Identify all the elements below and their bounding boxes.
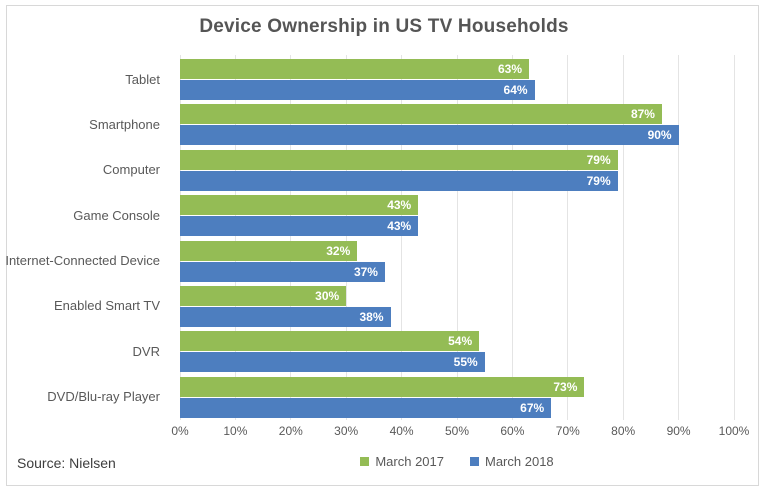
gridline bbox=[290, 55, 292, 420]
bar-segment: 43% bbox=[180, 216, 419, 237]
category-label: Computer bbox=[102, 162, 160, 178]
value-label: 32% bbox=[326, 243, 351, 258]
bar-segment: 73% bbox=[180, 376, 585, 397]
category-label: Internet-Connected Device bbox=[5, 253, 160, 268]
x-tick-label: 20% bbox=[278, 424, 303, 438]
gridline bbox=[401, 55, 403, 420]
gridline bbox=[622, 55, 624, 420]
value-label: 37% bbox=[353, 264, 378, 279]
value-label: 43% bbox=[387, 219, 412, 234]
category-label: Enabled Smart TV bbox=[54, 298, 160, 314]
legend-item: March 2017 bbox=[360, 454, 444, 469]
value-label: 63% bbox=[497, 62, 523, 76]
gridline bbox=[456, 55, 458, 420]
gridline bbox=[567, 55, 569, 420]
x-tick-label: 0% bbox=[171, 424, 189, 438]
x-tick-label: 80% bbox=[611, 424, 636, 438]
category-label: DVR bbox=[132, 343, 160, 359]
x-tick-label: 60% bbox=[500, 424, 525, 438]
gridline bbox=[345, 55, 347, 420]
bar-segment: 55% bbox=[180, 352, 485, 373]
value-label: 55% bbox=[453, 355, 478, 370]
bar-segment: 32% bbox=[180, 240, 358, 261]
gridline bbox=[511, 55, 513, 420]
x-tick-label: 10% bbox=[223, 424, 248, 438]
bar-segment: 64% bbox=[180, 80, 535, 100]
legend-label: March 2018 bbox=[485, 454, 554, 469]
gridline bbox=[733, 55, 735, 420]
category-label: Game Console bbox=[73, 207, 160, 223]
source-note: Source: Nielsen bbox=[17, 455, 116, 471]
x-tick-label: 70% bbox=[555, 424, 580, 438]
bar-segment: 38% bbox=[180, 306, 391, 327]
bar-segment: 90% bbox=[180, 125, 679, 146]
x-axis: 0% 10% 20% 30% 40% 50% 60% 70% 80% 90% 100% bbox=[171, 424, 749, 440]
legend-swatch bbox=[470, 457, 479, 466]
bar-segment: 63% bbox=[180, 59, 530, 79]
gridline bbox=[179, 55, 181, 420]
bar-segment: 67% bbox=[180, 397, 552, 418]
plot-area: 63% 64% 87% 90% 79% 79% 43% 43% 32% 37% 30% 38% 54% 5… bbox=[179, 55, 735, 420]
legend-swatch bbox=[360, 457, 370, 466]
value-label: 38% bbox=[359, 309, 384, 324]
bar-segment: 54% bbox=[180, 331, 480, 352]
value-label: 79% bbox=[586, 152, 611, 167]
category-axis: Tablet Smartphone Computer Game Console Inte… bbox=[0, 57, 170, 420]
value-label: 67% bbox=[520, 400, 545, 415]
x-tick-label: 100% bbox=[718, 424, 750, 438]
bar-segment: 79% bbox=[180, 170, 618, 191]
gridline bbox=[234, 55, 236, 420]
value-label: 30% bbox=[315, 288, 340, 303]
category-label: Smartphone bbox=[89, 116, 160, 132]
category-label: Tablet bbox=[125, 71, 160, 87]
bar-segment: 43% bbox=[180, 195, 419, 216]
legend-item: March 2018 bbox=[470, 454, 554, 469]
value-label: 64% bbox=[503, 83, 528, 97]
value-label: 43% bbox=[387, 198, 412, 213]
x-tick-label: 40% bbox=[389, 424, 414, 438]
legend: March 2017 March 2018 bbox=[180, 454, 734, 469]
category-label: DVD/Blu-ray Player bbox=[47, 389, 160, 405]
value-label: 79% bbox=[586, 173, 611, 188]
x-tick-label: 50% bbox=[444, 424, 470, 438]
value-label: 73% bbox=[553, 379, 578, 394]
value-label: 54% bbox=[448, 334, 473, 349]
x-tick-label: 30% bbox=[334, 424, 359, 438]
value-label: 87% bbox=[630, 107, 655, 122]
bar-segment: 87% bbox=[180, 104, 662, 125]
x-tick-label: 90% bbox=[666, 424, 691, 438]
chart-title: Device Ownership in US TV Households bbox=[199, 16, 569, 37]
legend-label: March 2017 bbox=[375, 454, 444, 469]
gridline bbox=[678, 55, 680, 420]
bar-segment: 37% bbox=[180, 261, 385, 282]
bar-segment: 79% bbox=[180, 149, 618, 170]
value-label: 90% bbox=[647, 128, 672, 143]
bar-segment: 30% bbox=[180, 285, 347, 306]
